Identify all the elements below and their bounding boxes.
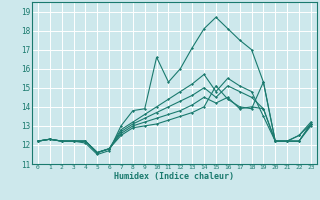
X-axis label: Humidex (Indice chaleur): Humidex (Indice chaleur)	[115, 172, 234, 181]
